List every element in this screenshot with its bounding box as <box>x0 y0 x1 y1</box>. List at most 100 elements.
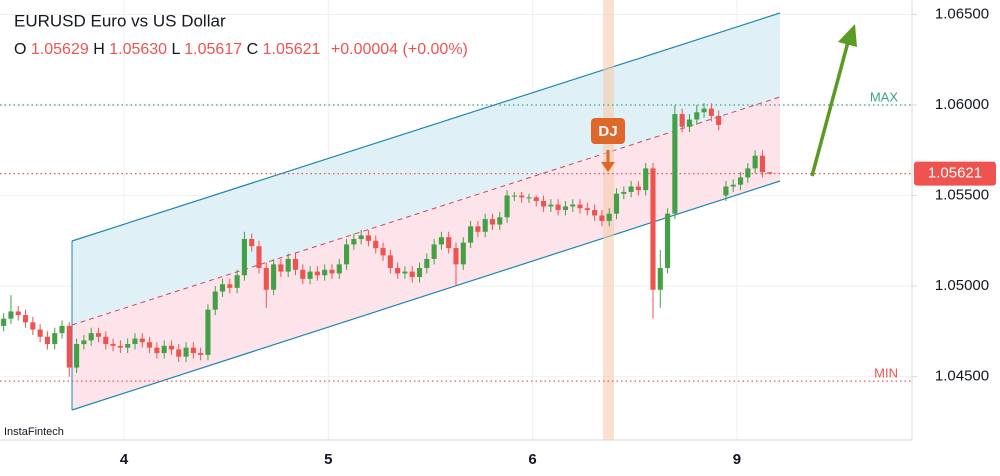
candle-body <box>300 269 306 279</box>
candle-body <box>526 197 532 199</box>
candle-body <box>511 195 517 197</box>
candle-body <box>489 219 496 225</box>
last-price-label: 1.05621 <box>928 165 982 182</box>
candle-body <box>577 204 583 209</box>
candle-body <box>168 345 175 350</box>
candle-body <box>613 193 620 214</box>
candle-body <box>74 344 80 368</box>
candle-body <box>599 215 605 221</box>
levels: MAX MIN <box>0 89 912 382</box>
candle-body <box>139 338 145 343</box>
trend-arrow <box>810 41 850 177</box>
event-arrow-head <box>601 162 615 172</box>
candle-body <box>103 336 109 345</box>
candle-body <box>249 239 255 247</box>
candle-body <box>314 271 320 276</box>
candle-body <box>271 264 277 290</box>
y-tick-label: 1.04500 <box>935 368 989 385</box>
o-label: O <box>14 41 26 58</box>
candle-body <box>147 342 153 348</box>
candle-body <box>533 197 539 201</box>
axis-labels: 1.04500 1.05000 1.05500 1.06000 1.06500 4 5 6 9 1… <box>120 5 996 468</box>
candles <box>1 103 773 377</box>
candle-body <box>198 353 204 355</box>
candle-body <box>540 200 547 207</box>
candle-body <box>351 239 357 245</box>
candle-body <box>227 284 233 288</box>
candle-body <box>767 172 773 174</box>
x-tick-label: 5 <box>324 451 332 468</box>
candle-body <box>716 115 722 125</box>
candle-body <box>708 108 714 116</box>
candle-body <box>190 347 196 354</box>
candle-body <box>88 333 94 341</box>
candle-body <box>15 311 21 316</box>
candle-body <box>132 338 138 345</box>
candle-body <box>759 155 765 173</box>
c-label: C <box>247 41 259 58</box>
candle-body <box>241 239 247 276</box>
candle-body <box>125 344 131 348</box>
event-label: DJ <box>598 123 617 140</box>
candle-body <box>154 347 160 354</box>
c-value: 1.05621 <box>263 41 321 58</box>
candle-body <box>730 184 736 187</box>
candle-body <box>30 322 36 330</box>
candle-body <box>431 244 437 259</box>
candle-body <box>519 195 525 198</box>
chart-title: EURUSD Euro vs US Dollar <box>14 11 226 30</box>
candle-body <box>292 258 299 270</box>
o-value: 1.05629 <box>31 41 89 58</box>
candle-body <box>416 267 423 278</box>
candle-body <box>606 213 612 221</box>
candle-body <box>322 269 328 276</box>
candle-body <box>263 267 269 290</box>
candle-body <box>621 191 627 194</box>
change: +0.00004 (+0.00%) <box>331 41 468 58</box>
candle-body <box>52 333 58 345</box>
trend-arrow-head <box>838 24 857 47</box>
h-value: 1.05630 <box>109 41 167 58</box>
candle-body <box>679 114 685 127</box>
candle-body <box>446 237 452 249</box>
y-tick-label: 1.06000 <box>935 96 989 113</box>
min-level-label: MIN <box>874 366 898 381</box>
candle-body <box>570 204 576 207</box>
y-tick-label: 1.05500 <box>935 187 989 204</box>
candle-body <box>409 271 415 278</box>
candle-body <box>66 325 72 368</box>
candle-body <box>453 248 459 265</box>
candle-body <box>701 108 707 113</box>
channel-lower <box>71 180 781 411</box>
candle-body <box>438 237 444 245</box>
candle-body <box>358 235 364 240</box>
candle-body <box>234 275 240 288</box>
candle-body <box>584 208 590 211</box>
candle-body <box>365 235 372 241</box>
candle-body <box>424 258 430 268</box>
h-label: H <box>93 41 105 58</box>
y-tick-label: 1.06500 <box>935 5 989 22</box>
channel-upper <box>71 12 781 242</box>
candle-body <box>657 267 663 290</box>
candle-body <box>395 267 401 274</box>
candle-body <box>723 186 729 196</box>
candle-body <box>37 329 43 337</box>
candle-body <box>402 271 408 274</box>
candle-body <box>22 315 29 323</box>
l-label: L <box>172 41 181 58</box>
candle-body <box>482 219 488 232</box>
candle-body <box>336 264 342 274</box>
candle-body <box>256 246 262 268</box>
candle-body <box>460 242 466 265</box>
candle-body <box>176 349 182 357</box>
channel-mid <box>71 96 781 326</box>
x-tick-label: 4 <box>120 451 129 468</box>
candle-body <box>344 244 350 265</box>
candle-body <box>95 333 102 337</box>
candle-body <box>665 213 671 268</box>
candle-body <box>219 284 226 292</box>
candle-body <box>110 344 116 346</box>
candle-body <box>745 168 751 178</box>
candle-body <box>307 271 313 279</box>
